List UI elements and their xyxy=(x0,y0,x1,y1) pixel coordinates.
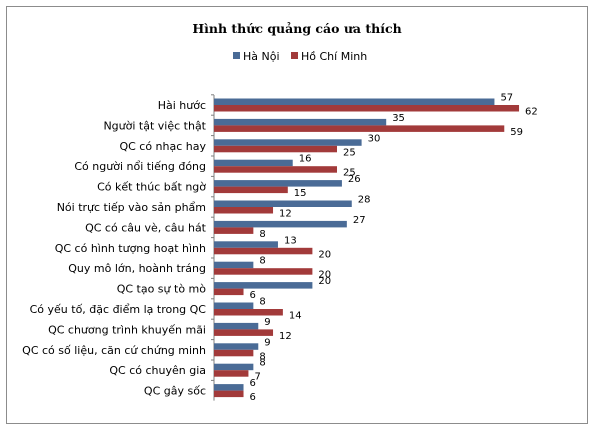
value-label-ha-noi-noi-truc-tiep-vao-san-pham: 28 xyxy=(358,195,371,206)
category-label-qc-gay-soc: QC gây sốc xyxy=(144,385,206,398)
bar-ha-noi-qc-co-chuyen-gia xyxy=(214,363,254,371)
bar-ha-noi-qc-tao-su-to-mo xyxy=(214,282,313,289)
bar-ha-noi-noi-truc-tiep-vao-san-pham xyxy=(214,200,352,207)
value-label-ha-noi-qc-co-chuyen-gia: 8 xyxy=(259,358,265,369)
value-label-ho-chi-minh-hai-huoc: 62 xyxy=(525,107,538,118)
bar-ho-chi-minh-qc-co-chuyen-gia xyxy=(214,370,249,377)
value-label-ha-noi-qc-gay-soc: 6 xyxy=(250,378,256,389)
bar-ho-chi-minh-qc-co-cau-ve-cau-hat xyxy=(214,227,254,234)
value-label-ho-chi-minh-qc-co-cau-ve-cau-hat: 8 xyxy=(259,229,265,240)
value-label-ha-noi-hai-huoc: 57 xyxy=(500,93,513,104)
value-label-ha-noi-qc-co-so-lieu-can-cu-chung-minh: 9 xyxy=(264,337,270,348)
bar-ho-chi-minh-quy-mo-lon-hoanh-trang xyxy=(214,268,313,275)
bar-ho-chi-minh-nguoi-tat-viec-that xyxy=(214,125,505,132)
chart-frame xyxy=(6,6,588,424)
category-label-hai-huoc: Hài hước xyxy=(158,99,206,112)
category-label-qc-tao-su-to-mo: QC tạo sự tò mò xyxy=(117,283,207,296)
value-label-ha-noi-nguoi-tat-viec-that: 35 xyxy=(392,113,405,124)
value-label-ho-chi-minh-co-nguoi-noi-tieng-dong: 25 xyxy=(343,168,356,179)
bar-ho-chi-minh-qc-gay-soc xyxy=(214,390,244,398)
value-label-ho-chi-minh-qc-co-hinh-tuong-hoat-hinh: 20 xyxy=(318,249,331,260)
bar-ha-noi-qc-co-cau-ve-cau-hat xyxy=(214,220,347,228)
value-label-ha-noi-qc-chuong-trinh-khuyen-mai: 9 xyxy=(264,317,270,328)
legend-label-ho-chi-minh: Hồ Chí Minh xyxy=(301,50,367,63)
bar-ho-chi-minh-qc-co-so-lieu-can-cu-chung-minh xyxy=(214,349,254,357)
bar-ho-chi-minh-co-ket-thuc-bat-ngo xyxy=(214,186,288,194)
category-label-noi-truc-tiep-vao-san-pham: Nói trực tiếp vào sản phẩm xyxy=(57,201,206,214)
category-label-co-ket-thuc-bat-ngo: Có kết thúc bất ngờ xyxy=(97,181,206,194)
value-label-ho-chi-minh-qc-chuong-trinh-khuyen-mai: 12 xyxy=(279,331,292,342)
value-label-ho-chi-minh-co-yeu-to-dac-diem-la-trong-qc: 14 xyxy=(289,311,302,322)
legend: Hà Nội Hồ Chí Minh xyxy=(233,50,367,63)
value-label-ha-noi-qc-co-cau-ve-cau-hat: 27 xyxy=(353,215,366,226)
category-label-qc-co-chuyen-gia: QC có chuyên gia xyxy=(109,364,206,377)
bar-ho-chi-minh-qc-tao-su-to-mo xyxy=(214,288,244,296)
bar-ha-noi-qc-co-so-lieu-can-cu-chung-minh xyxy=(214,343,259,350)
category-label-co-yeu-to-dac-diem-la-trong-qc: Có yếu tố, đặc điểm lạ trong QC xyxy=(30,303,207,316)
category-label-qc-co-hinh-tuong-hoat-hinh: QC có hình tượng hoạt hình xyxy=(55,242,206,255)
value-label-ha-noi-qc-co-hinh-tuong-hoat-hinh: 13 xyxy=(284,235,297,246)
bar-ha-noi-co-yeu-to-dac-diem-la-trong-qc xyxy=(214,302,254,309)
bar-ha-noi-hai-huoc xyxy=(214,98,495,105)
bar-ha-noi-qc-chuong-trinh-khuyen-mai xyxy=(214,322,259,330)
value-label-ha-noi-co-yeu-to-dac-diem-la-trong-qc: 8 xyxy=(259,297,265,308)
bar-ho-chi-minh-hai-huoc xyxy=(214,105,520,112)
legend-label-ha-noi: Hà Nội xyxy=(243,50,280,63)
category-label-qc-co-nhac-hay: QC có nhạc hay xyxy=(119,140,206,153)
bar-ho-chi-minh-co-nguoi-noi-tieng-dong xyxy=(214,166,337,173)
bar-ha-noi-co-nguoi-noi-tieng-dong xyxy=(214,159,293,167)
bar-ha-noi-nguoi-tat-viec-that xyxy=(214,118,387,126)
value-label-ho-chi-minh-qc-gay-soc: 6 xyxy=(250,392,256,403)
value-label-ha-noi-co-ket-thuc-bat-ngo: 26 xyxy=(348,174,361,185)
category-label-quy-mo-lon-hoanh-trang: Quy mô lớn, hoành tráng xyxy=(68,262,206,275)
bar-ho-chi-minh-qc-co-nhac-hay xyxy=(214,145,337,153)
value-label-ho-chi-minh-nguoi-tat-viec-that: 59 xyxy=(510,127,523,138)
bar-ho-chi-minh-co-yeu-to-dac-diem-la-trong-qc xyxy=(214,309,283,316)
bar-ha-noi-qc-gay-soc xyxy=(214,384,244,391)
bar-ha-noi-co-ket-thuc-bat-ngo xyxy=(214,180,342,187)
category-label-qc-co-cau-ve-cau-hat: QC có câu vè, câu hát xyxy=(85,221,207,234)
value-label-ho-chi-minh-qc-co-nhac-hay: 25 xyxy=(343,147,356,158)
category-label-nguoi-tat-viec-that: Người tật việc thật xyxy=(103,119,206,132)
value-label-ho-chi-minh-quy-mo-lon-hoanh-trang: 20 xyxy=(318,270,331,281)
value-label-ha-noi-co-nguoi-noi-tieng-dong: 16 xyxy=(299,154,312,165)
bar-ho-chi-minh-qc-chuong-trinh-khuyen-mai xyxy=(214,329,274,336)
chart-title: Hình thức quảng cáo ưa thích xyxy=(192,21,401,36)
value-label-ho-chi-minh-noi-truc-tiep-vao-san-pham: 12 xyxy=(279,209,292,220)
category-label-qc-chuong-trinh-khuyen-mai: QC chương trình khuyến mãi xyxy=(48,323,206,336)
value-label-ho-chi-minh-qc-tao-su-to-mo: 6 xyxy=(250,290,256,301)
legend-swatch-ho-chi-minh xyxy=(291,52,298,59)
value-label-ha-noi-qc-tao-su-to-mo: 20 xyxy=(318,276,331,287)
value-label-ha-noi-quy-mo-lon-hoanh-trang: 8 xyxy=(259,256,265,267)
plot-area: Hài hước 57 62 Người tật việc thật 35 59 QC có… xyxy=(22,93,538,404)
value-label-ho-chi-minh-qc-co-chuyen-gia: 7 xyxy=(254,372,260,383)
category-label-co-nguoi-noi-tieng-dong: Có người nổi tiếng đóng xyxy=(74,160,206,173)
bar-ha-noi-qc-co-hinh-tuong-hoat-hinh xyxy=(214,241,278,248)
bar-ha-noi-qc-co-nhac-hay xyxy=(214,139,362,146)
value-label-ho-chi-minh-qc-co-so-lieu-can-cu-chung-minh: 8 xyxy=(259,351,265,362)
value-label-ho-chi-minh-co-ket-thuc-bat-ngo: 15 xyxy=(294,188,307,199)
bar-ha-noi-quy-mo-lon-hoanh-trang xyxy=(214,261,254,269)
legend-swatch-ha-noi xyxy=(233,52,240,59)
category-label-qc-co-so-lieu-can-cu-chung-minh: QC có số liệu, căn cứ chứng minh xyxy=(22,344,206,357)
bar-ho-chi-minh-qc-co-hinh-tuong-hoat-hinh xyxy=(214,247,313,255)
bar-ho-chi-minh-noi-truc-tiep-vao-san-pham xyxy=(214,207,274,214)
value-label-ha-noi-qc-co-nhac-hay: 30 xyxy=(368,133,381,144)
